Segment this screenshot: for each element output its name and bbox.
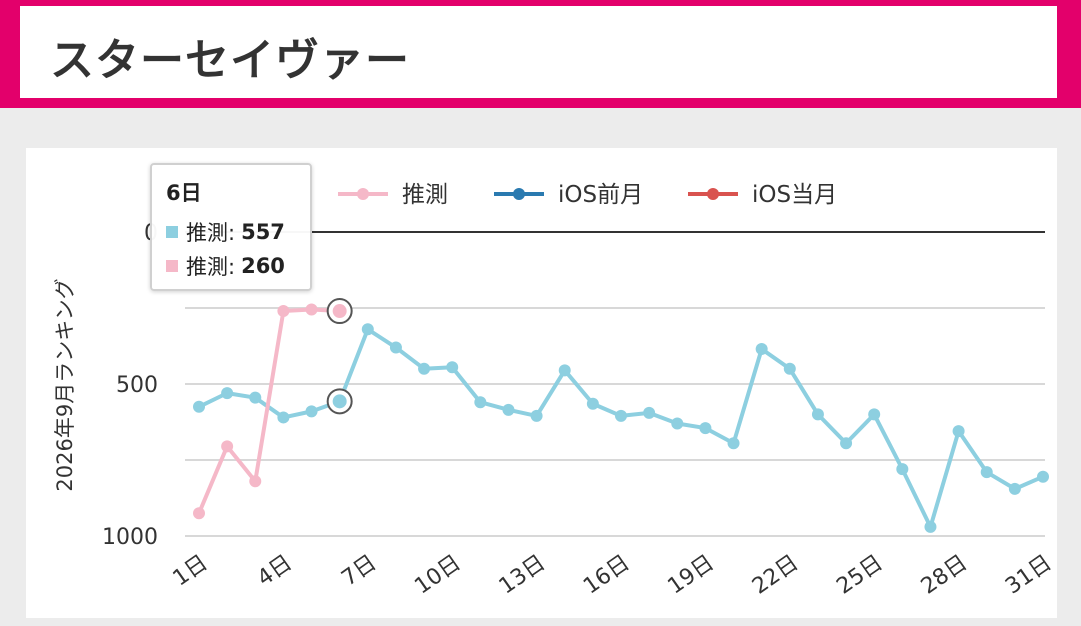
y-tick-label: 1000 — [102, 525, 158, 550]
data-point — [332, 304, 347, 319]
tooltip-title: 6日 — [166, 181, 202, 205]
data-point — [811, 408, 824, 421]
data-point — [980, 466, 993, 479]
legend-label: iOS当月 — [752, 182, 837, 208]
tooltip-row-value: 260 — [241, 254, 285, 278]
series-line — [197, 307, 340, 514]
data-point — [277, 411, 290, 424]
data-point — [840, 437, 853, 450]
tooltip-row-label: 推測: — [186, 221, 236, 245]
series-line — [198, 327, 1044, 529]
x-tick-labels: 1日 4日 7日 10日 13日 16日 19日 22日 25日 28日 31日 — [169, 550, 1057, 599]
data-point — [896, 463, 909, 476]
x-tick-label: 19日 — [664, 550, 719, 599]
data-point — [530, 409, 543, 422]
data-point — [193, 507, 205, 520]
grid-lines — [185, 231, 1045, 537]
page-title: スターセイヴァー — [50, 35, 410, 86]
data-point — [249, 475, 262, 488]
data-point — [446, 361, 459, 374]
legend-swatch-dot — [357, 188, 369, 200]
y-tick-label: 500 — [116, 373, 158, 398]
data-point — [193, 400, 205, 413]
x-tick-label: 13日 — [495, 550, 550, 599]
tooltip: 6日 推測: 557 推測: 260 — [150, 163, 312, 291]
data-point — [586, 397, 599, 410]
data-point — [361, 323, 374, 336]
x-tick-label: 25日 — [832, 550, 887, 599]
data-point — [389, 341, 402, 354]
data-point — [952, 425, 965, 438]
x-tick-label: 16日 — [579, 550, 634, 599]
data-point — [924, 520, 937, 533]
legend-swatch-dot — [707, 188, 719, 200]
data-point — [699, 422, 712, 435]
data-point — [615, 409, 627, 422]
data-point — [643, 406, 656, 419]
data-point — [221, 387, 234, 400]
tooltip-row-value: 557 — [241, 220, 285, 244]
legend: 推測 iOS前月 iOS当月 — [338, 182, 837, 208]
x-tick-label: 1日 — [169, 550, 213, 591]
x-tick-label: 28日 — [917, 550, 972, 599]
x-tick-label: 31日 — [1001, 550, 1056, 599]
data-point — [868, 408, 881, 421]
series-layer — [193, 298, 1049, 533]
tooltip-row: 推測: 557 — [166, 215, 296, 249]
legend-label: iOS前月 — [558, 182, 643, 208]
data-point — [305, 405, 318, 418]
data-point — [332, 394, 347, 409]
x-tick-label: 22日 — [748, 550, 803, 599]
data-point — [783, 362, 796, 375]
tooltip-row: 推測: 260 — [166, 249, 296, 283]
data-point — [502, 403, 515, 416]
data-point — [221, 440, 234, 453]
tooltip-swatch-blue — [166, 226, 178, 238]
data-point — [727, 437, 740, 450]
title-frame: スターセイヴァー — [0, 0, 1081, 108]
data-point — [671, 417, 684, 430]
data-point — [558, 364, 571, 377]
data-point — [755, 343, 768, 356]
data-point — [1037, 470, 1049, 483]
tooltip-swatch-pink — [166, 260, 178, 272]
x-tick-label: 7日 — [337, 550, 381, 591]
data-point — [277, 305, 290, 318]
legend-label: 推測 — [402, 182, 448, 208]
data-point — [418, 362, 431, 375]
data-point — [249, 391, 262, 404]
data-point — [1008, 482, 1021, 495]
x-tick-label: 4日 — [253, 550, 297, 591]
data-point — [474, 396, 487, 409]
x-tick-label: 10日 — [410, 550, 465, 599]
y-axis-label: 2026年9月ランキング — [53, 278, 77, 491]
legend-swatch-dot — [513, 188, 525, 200]
title-box: スターセイヴァー — [20, 6, 1057, 98]
data-point — [305, 303, 318, 316]
tooltip-row-label: 推測: — [186, 255, 236, 279]
